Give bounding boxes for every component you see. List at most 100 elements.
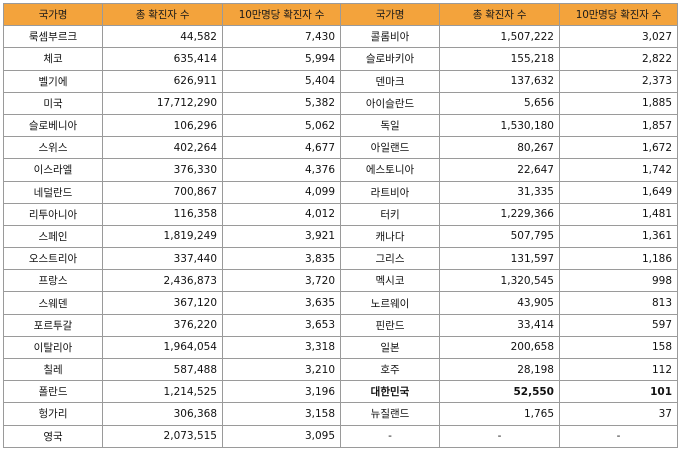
cases-per-100k-cell: 7,430 — [222, 25, 341, 49]
total-cases-cell: 1,964,054 — [102, 335, 223, 360]
cases-per-100k-cell: - — [559, 424, 678, 448]
country-cell: 대한민국 — [340, 380, 440, 404]
cases-per-100k-cell: 112 — [559, 357, 678, 382]
header-total-cases-left: 총 확진자 수 — [102, 2, 223, 27]
total-cases-cell: 1,229,366 — [439, 202, 560, 226]
cases-per-100k-cell: 1,857 — [559, 113, 678, 138]
cases-per-100k-cell: 4,099 — [222, 180, 341, 204]
country-cell: 오스트리아 — [3, 247, 103, 271]
cases-per-100k-cell: 4,376 — [222, 158, 341, 182]
total-cases-cell: 1,765 — [439, 402, 560, 426]
total-cases-cell: 626,911 — [102, 69, 223, 93]
total-cases-cell: 700,867 — [102, 180, 223, 204]
cases-per-100k-cell: 2,822 — [559, 47, 678, 71]
cases-per-100k-cell: 813 — [559, 291, 678, 315]
total-cases-cell: 131,597 — [439, 247, 560, 271]
country-cell: 터키 — [340, 202, 440, 226]
table-row: 미국 17,712,290 5,382 아이슬란드 5,656 1,885 — [3, 91, 678, 115]
total-cases-cell: 28,198 — [439, 357, 560, 382]
header-country-left: 국가명 — [3, 2, 103, 27]
cases-per-100k-cell: 3,635 — [222, 291, 341, 315]
country-cell: 아일랜드 — [340, 136, 440, 160]
country-cell: 스웨덴 — [3, 291, 103, 315]
total-cases-cell: 22,647 — [439, 158, 560, 182]
cases-per-100k-cell: 998 — [559, 269, 678, 293]
cases-per-100k-cell: 3,196 — [222, 380, 341, 404]
cases-per-100k-cell: 5,382 — [222, 91, 341, 115]
cases-per-100k-cell: 1,885 — [559, 91, 678, 115]
total-cases-cell: 52,550 — [439, 380, 560, 404]
cases-per-100k-cell: 37 — [559, 402, 678, 426]
total-cases-cell: 306,368 — [102, 402, 223, 426]
country-cell: 아이슬란드 — [340, 91, 440, 115]
country-cell: 룩셈부르크 — [3, 25, 103, 49]
cases-per-100k-cell: 3,720 — [222, 269, 341, 293]
cases-per-100k-cell: 5,062 — [222, 113, 341, 138]
table-row: 폴란드 1,214,525 3,196 대한민국 52,550 101 — [3, 380, 678, 404]
cases-per-100k-cell: 1,481 — [559, 202, 678, 226]
cases-per-100k-cell: 101 — [559, 380, 678, 404]
country-cell: 뉴질랜드 — [340, 402, 440, 426]
total-cases-cell: 2,073,515 — [102, 424, 223, 448]
total-cases-cell: 106,296 — [102, 113, 223, 138]
total-cases-cell: 635,414 — [102, 47, 223, 71]
country-cell: 핀란드 — [340, 313, 440, 337]
country-cell: 이탈리아 — [3, 335, 103, 360]
cases-per-100k-cell: 4,012 — [222, 202, 341, 226]
table-row: 이탈리아 1,964,054 3,318 일본 200,658 158 — [3, 335, 678, 360]
country-cell: 체코 — [3, 47, 103, 71]
header-cases-per-100k-right: 10만명당 확진자 수 — [559, 2, 678, 27]
country-cell: 스페인 — [3, 224, 103, 249]
total-cases-cell: 376,330 — [102, 158, 223, 182]
total-cases-cell: 1,214,525 — [102, 380, 223, 404]
total-cases-cell: 155,218 — [439, 47, 560, 71]
total-cases-cell: - — [439, 424, 560, 448]
table-header-row: 국가명 총 확진자 수 10만명당 확진자 수 국가명 총 확진자 수 10만명… — [3, 2, 678, 27]
total-cases-cell: 44,582 — [102, 25, 223, 49]
cases-per-100k-cell: 3,095 — [222, 424, 341, 448]
cases-per-100k-cell: 3,027 — [559, 25, 678, 49]
cases-per-100k-cell: 3,835 — [222, 247, 341, 271]
table-row: 오스트리아 337,440 3,835 그리스 131,597 1,186 — [3, 247, 678, 271]
country-cell: 리투아니아 — [3, 202, 103, 226]
cases-per-100k-cell: 3,158 — [222, 402, 341, 426]
table-row: 스웨덴 367,120 3,635 노르웨이 43,905 813 — [3, 291, 678, 315]
cases-per-100k-cell: 5,994 — [222, 47, 341, 71]
table-row: 포르투갈 376,220 3,653 핀란드 33,414 597 — [3, 313, 678, 337]
country-cell: 라트비아 — [340, 180, 440, 204]
country-cell: 캐나다 — [340, 224, 440, 249]
cases-per-100k-cell: 3,210 — [222, 357, 341, 382]
country-cell: 콜롬비아 — [340, 25, 440, 49]
table-row: 헝가리 306,368 3,158 뉴질랜드 1,765 37 — [3, 402, 678, 426]
country-cell: 이스라엘 — [3, 158, 103, 182]
table-row: 프랑스 2,436,873 3,720 멕시코 1,320,545 998 — [3, 269, 678, 293]
cases-per-100k-cell: 4,677 — [222, 136, 341, 160]
country-cell: 슬로바키아 — [340, 47, 440, 71]
cases-per-100k-cell: 1,649 — [559, 180, 678, 204]
country-cell: 그리스 — [340, 247, 440, 271]
country-cell: 독일 — [340, 113, 440, 138]
header-cases-per-100k-left: 10만명당 확진자 수 — [222, 2, 341, 27]
table-body: 룩셈부르크 44,582 7,430 콜롬비아 1,507,222 3,027 체코 635,… — [3, 25, 678, 448]
total-cases-cell: 376,220 — [102, 313, 223, 337]
table-row: 칠레 587,488 3,210 호주 28,198 112 — [3, 357, 678, 382]
table-row: 스페인 1,819,249 3,921 캐나다 507,795 1,361 — [3, 224, 678, 249]
country-cell: 네덜란드 — [3, 180, 103, 204]
total-cases-cell: 1,530,180 — [439, 113, 560, 138]
country-cell: 에스토니아 — [340, 158, 440, 182]
total-cases-cell: 33,414 — [439, 313, 560, 337]
country-cell: 미국 — [3, 91, 103, 115]
country-cell: 벨기에 — [3, 69, 103, 93]
table-row: 룩셈부르크 44,582 7,430 콜롬비아 1,507,222 3,027 — [3, 25, 678, 49]
country-cell: 포르투갈 — [3, 313, 103, 337]
total-cases-cell: 507,795 — [439, 224, 560, 249]
country-cell: 멕시코 — [340, 269, 440, 293]
total-cases-cell: 43,905 — [439, 291, 560, 315]
covid-cases-table: 국가명 총 확진자 수 10만명당 확진자 수 국가명 총 확진자 수 10만명… — [3, 2, 678, 448]
country-cell: 헝가리 — [3, 402, 103, 426]
total-cases-cell: 116,358 — [102, 202, 223, 226]
total-cases-cell: 1,819,249 — [102, 224, 223, 249]
table-row: 영국 2,073,515 3,095- - - — [3, 424, 678, 448]
country-cell: 영국 — [3, 424, 103, 448]
